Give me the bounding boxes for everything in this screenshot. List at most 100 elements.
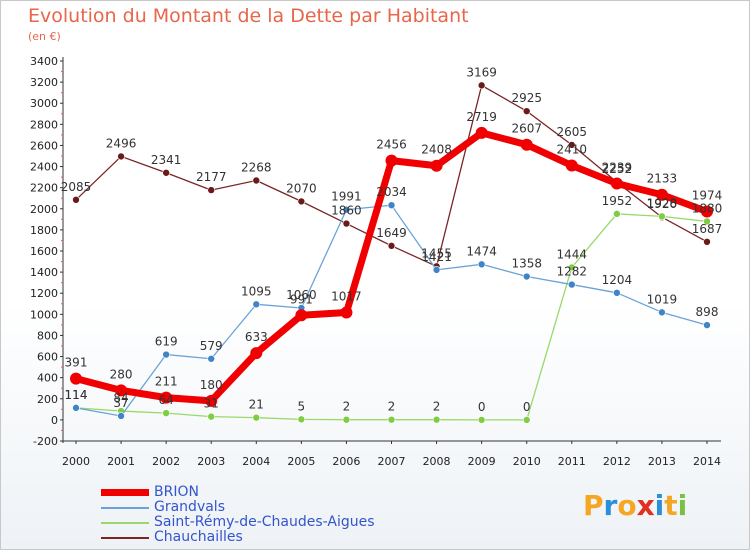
data-label-grandvals: 2034 bbox=[376, 185, 407, 199]
data-label-saint-remy-de-chaudes-aigues: 1952 bbox=[602, 194, 633, 208]
data-label-chauchailles: 2177 bbox=[196, 170, 227, 184]
data-label-grandvals: 579 bbox=[200, 339, 223, 353]
data-label-saint-remy-de-chaudes-aigues: 1444 bbox=[557, 247, 588, 261]
data-point-saint-remy-de-chaudes-aigues bbox=[342, 415, 351, 424]
data-point-brion bbox=[430, 159, 443, 172]
data-point-grandvals bbox=[117, 412, 125, 420]
data-label-brion: 2410 bbox=[557, 143, 588, 157]
data-label-brion: 2456 bbox=[376, 138, 407, 152]
legend-swatch-saint-remy bbox=[101, 522, 149, 524]
data-point-brion bbox=[655, 188, 668, 201]
data-point-grandvals bbox=[252, 300, 261, 309]
data-label-brion: 180 bbox=[200, 378, 223, 392]
data-label-brion: 2133 bbox=[647, 172, 678, 186]
legend-item-grandvals[interactable]: Grandvals bbox=[101, 499, 421, 515]
y-tick-label: 2600 bbox=[30, 139, 58, 152]
data-point-saint-remy-de-chaudes-aigues bbox=[658, 212, 666, 221]
legend-swatch-grandvals bbox=[101, 507, 149, 509]
data-label-chauchailles: 1687 bbox=[692, 222, 723, 236]
data-point-grandvals bbox=[207, 354, 216, 363]
legend-item-brion[interactable]: BRION bbox=[101, 484, 421, 500]
data-label-grandvals: 1095 bbox=[241, 284, 272, 298]
data-point-brion bbox=[520, 138, 533, 151]
series-layer bbox=[70, 81, 713, 424]
data-label-brion: 1974 bbox=[692, 189, 723, 203]
data-point-saint-remy-de-chaudes-aigues bbox=[162, 409, 170, 417]
data-label-grandvals: 619 bbox=[155, 335, 178, 349]
data-point-grandvals bbox=[162, 350, 170, 359]
x-tick-label: 2006 bbox=[332, 455, 360, 468]
data-point-chauchailles bbox=[342, 219, 351, 228]
data-label-chauchailles: 2605 bbox=[557, 125, 588, 139]
x-tick-label: 2005 bbox=[287, 455, 315, 468]
data-label-grandvals: 1019 bbox=[647, 292, 678, 306]
data-point-brion bbox=[701, 205, 713, 218]
data-point-grandvals bbox=[387, 201, 396, 209]
x-tick-label: 2000 bbox=[62, 455, 90, 468]
chart-unit: (en €) bbox=[28, 30, 61, 43]
data-point-grandvals bbox=[522, 272, 531, 281]
legend-label-grandvals: Grandvals bbox=[154, 499, 225, 515]
data-label-grandvals: 1204 bbox=[602, 273, 633, 287]
data-label-saint-remy-de-chaudes-aigues: 1928 bbox=[647, 196, 678, 210]
data-label-chauchailles: 2496 bbox=[106, 136, 137, 150]
y-tick-label: 400 bbox=[37, 372, 58, 385]
x-tick-label: 2011 bbox=[558, 455, 586, 468]
data-label-chauchailles: 1649 bbox=[376, 226, 407, 240]
data-label-brion: 633 bbox=[245, 330, 268, 344]
data-label-chauchailles: 2252 bbox=[602, 162, 633, 176]
legend-item-chauchailles[interactable]: Chauchailles bbox=[101, 529, 421, 545]
data-label-grandvals: 37 bbox=[113, 396, 128, 410]
data-label-grandvals: 1421 bbox=[421, 250, 452, 264]
data-point-saint-remy-de-chaudes-aigues bbox=[297, 415, 306, 424]
data-point-saint-remy-de-chaudes-aigues bbox=[613, 210, 621, 218]
data-label-chauchailles: 2070 bbox=[286, 181, 317, 195]
data-point-brion bbox=[160, 391, 173, 404]
data-point-brion bbox=[565, 159, 578, 172]
data-label-brion: 280 bbox=[110, 367, 133, 381]
data-point-chauchailles bbox=[477, 81, 486, 90]
x-tick-label: 2008 bbox=[423, 455, 451, 468]
legend-swatch-chauchailles bbox=[101, 537, 149, 539]
series-brion bbox=[70, 126, 713, 407]
axes: -200020040060080010001200140016001800200… bbox=[30, 55, 721, 468]
data-point-grandvals bbox=[567, 280, 576, 289]
data-label-saint-remy-de-chaudes-aigues: 21 bbox=[249, 398, 264, 412]
logo-letter: o bbox=[617, 489, 637, 522]
data-label-brion: 1017 bbox=[331, 290, 362, 304]
logo-letter: i bbox=[654, 489, 665, 522]
data-point-grandvals bbox=[432, 266, 441, 274]
data-label-chauchailles: 1860 bbox=[331, 204, 362, 218]
data-point-chauchailles bbox=[117, 152, 125, 161]
data-label-grandvals: 1358 bbox=[511, 257, 542, 271]
logo-letter: r bbox=[603, 489, 618, 522]
y-tick-label: 1200 bbox=[30, 287, 58, 300]
data-label-grandvals: 1991 bbox=[331, 190, 362, 204]
chart-title: Evolution du Montant de la Dette par Hab… bbox=[28, 5, 469, 27]
data-label-brion: 391 bbox=[65, 356, 88, 370]
data-point-brion bbox=[115, 384, 128, 397]
data-label-brion: 2239 bbox=[602, 161, 633, 175]
data-point-brion bbox=[205, 394, 218, 407]
data-label-saint-remy-de-chaudes-aigues: 0 bbox=[523, 400, 531, 414]
y-tick-label: 1000 bbox=[30, 308, 58, 321]
data-label-saint-remy-de-chaudes-aigues: 0 bbox=[478, 400, 486, 414]
series-saint-remy-de-chaudes-aigues bbox=[72, 210, 711, 424]
data-point-chauchailles bbox=[207, 186, 216, 194]
legend-label-brion: BRION bbox=[154, 484, 199, 500]
series-grandvals bbox=[72, 201, 711, 420]
y-tick-label: 1400 bbox=[30, 266, 58, 279]
data-label-brion: 211 bbox=[155, 375, 178, 389]
data-label-saint-remy-de-chaudes-aigues: 84 bbox=[113, 391, 128, 405]
legend-item-saint-remy[interactable]: Saint-Rémy-de-Chaudes-Aigues bbox=[101, 514, 421, 530]
data-label-saint-remy-de-chaudes-aigues: 2 bbox=[343, 400, 351, 414]
data-point-saint-remy-de-chaudes-aigues bbox=[432, 415, 441, 424]
y-tick-label: 1800 bbox=[30, 224, 58, 237]
y-tick-label: 2000 bbox=[30, 203, 58, 216]
data-label-saint-remy-de-chaudes-aigues: 5 bbox=[298, 399, 306, 413]
data-point-brion bbox=[340, 306, 353, 319]
data-label-chauchailles: 2085 bbox=[61, 180, 92, 194]
data-label-brion: 2719 bbox=[466, 110, 497, 124]
